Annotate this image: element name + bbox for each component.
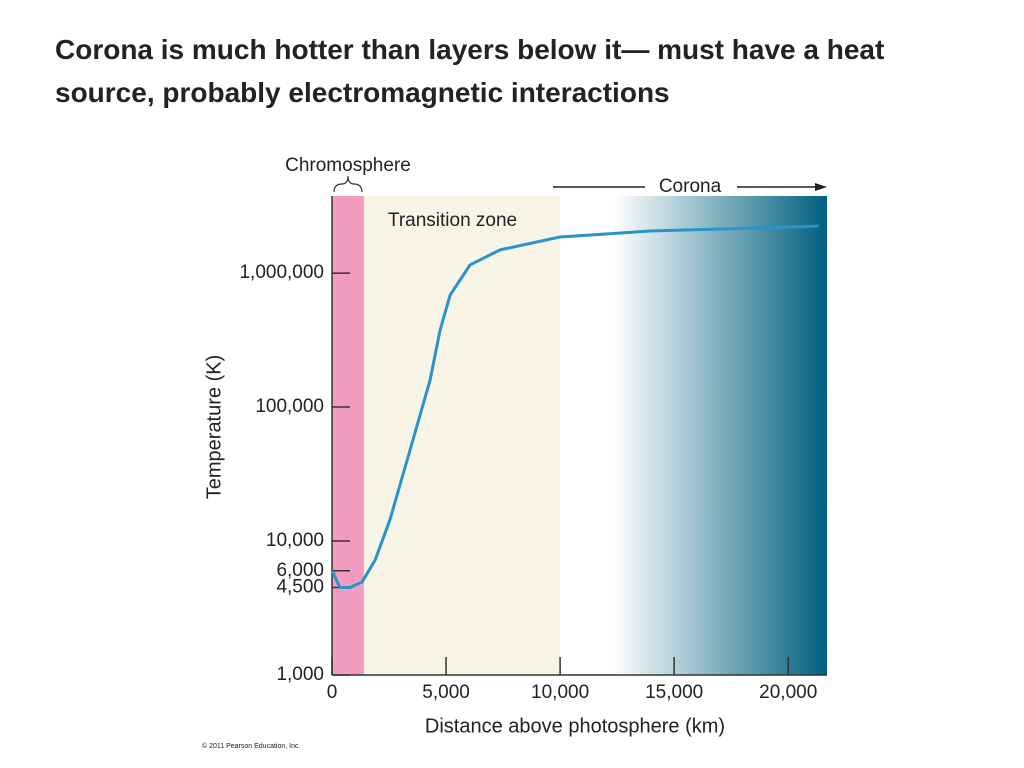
slide-title: Corona is much hotter than layers below … <box>55 34 884 108</box>
y-tick-label: 100,000 <box>255 396 324 417</box>
y-tick-label: 1,000,000 <box>239 262 324 283</box>
region-label: Chromosphere <box>285 155 411 176</box>
region <box>560 196 827 675</box>
y-tick-label: 1,000 <box>276 664 324 685</box>
x-tick-label: 20,000 <box>759 682 817 703</box>
x-axis-label: Distance above photosphere (km) <box>425 715 725 737</box>
arrow-head <box>815 183 827 191</box>
temperature-curve <box>330 224 819 589</box>
x-tick-label: 15,000 <box>645 682 703 703</box>
region <box>363 196 561 675</box>
region-brace <box>333 175 363 193</box>
y-tick-label: 4,500 <box>276 576 324 597</box>
region <box>332 196 364 675</box>
x-tick-label: 10,000 <box>531 682 589 703</box>
region-label: Transition zone <box>388 210 517 231</box>
credit: © 2011 Pearson Education, Inc. <box>202 742 300 750</box>
y-axis-label: Temperature (K) <box>203 355 225 500</box>
y-tick-label: 6,000 <box>276 560 324 581</box>
y-tick-label: 10,000 <box>266 530 324 551</box>
x-tick-label: 0 <box>327 682 338 703</box>
slide-title-text: Corona is much hotter than layers below … <box>55 34 884 108</box>
region-label: Corona <box>659 176 722 197</box>
x-tick-label: 5,000 <box>422 682 470 703</box>
